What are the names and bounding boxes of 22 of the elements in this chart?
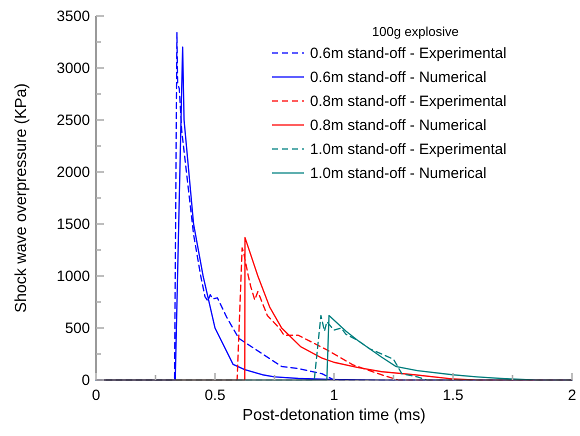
y-tick-label: 1500 [56,216,90,233]
legend-label: 1.0m stand-off - Numerical [310,165,486,182]
x-tick-label: 1 [330,387,338,404]
x-tick-label: 1.5 [442,387,464,404]
x-tick-label: 2 [568,387,576,404]
legend-label: 0.6m stand-off - Experimental [310,45,506,62]
y-tick-label: 3000 [56,60,90,77]
legend-label: 0.8m stand-off - Experimental [310,93,506,110]
x-tick-label: 0.5 [204,387,226,404]
legend-label: 1.0m stand-off - Experimental [310,141,506,158]
y-tick-label: 500 [64,320,90,337]
x-axis-title: Post-detonation time (ms) [242,407,426,424]
y-tick-label: 0 [82,372,90,389]
y-tick-label: 2500 [56,112,90,129]
y-tick-label: 1000 [56,268,90,285]
y-tick-label: 2000 [56,164,90,181]
legend-title: 100g explosive [372,24,459,39]
legend-label: 0.6m stand-off - Numerical [310,69,486,86]
x-tick-label: 0 [92,387,100,404]
legend-label: 0.8m stand-off - Numerical [310,117,486,134]
y-axis-title: Shock wave overpressure (KPa) [13,83,30,313]
y-tick-label: 3500 [56,8,90,25]
